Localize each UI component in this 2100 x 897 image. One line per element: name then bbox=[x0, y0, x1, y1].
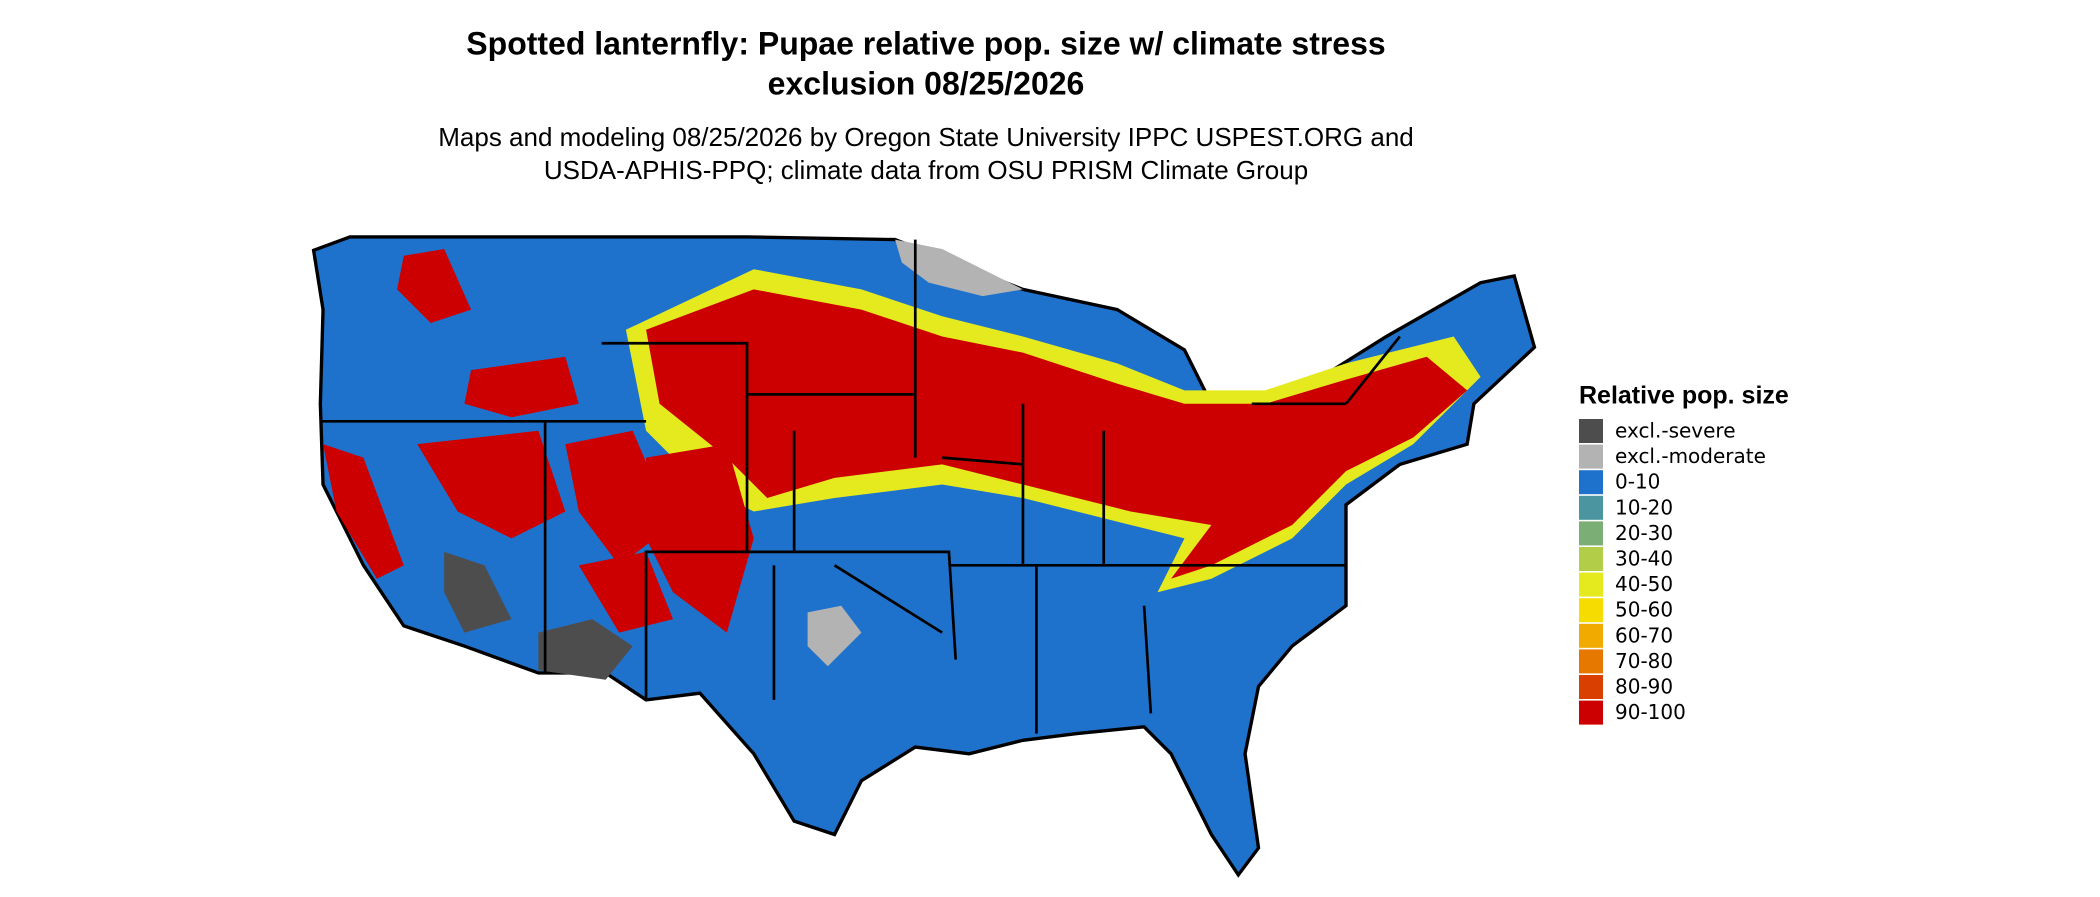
legend-swatch bbox=[1579, 572, 1603, 597]
subtitle: Maps and modeling 08/25/2026 by Oregon S… bbox=[438, 122, 1414, 152]
title: Spotted lanternfly: Pupae relative pop. … bbox=[466, 25, 1385, 61]
legend-label: 60-70 bbox=[1615, 623, 1673, 647]
red-west bbox=[323, 249, 754, 633]
legend-label: 90-100 bbox=[1615, 700, 1686, 724]
legend-label: 20-30 bbox=[1615, 521, 1673, 545]
excl-moderate bbox=[807, 239, 1023, 667]
legend-swatch bbox=[1579, 700, 1603, 725]
legend-label: excl.-severe bbox=[1615, 419, 1736, 443]
legend-swatch bbox=[1579, 675, 1603, 699]
legend-label: 30-40 bbox=[1615, 547, 1673, 571]
red-band bbox=[646, 289, 1468, 579]
legend-label: 50-60 bbox=[1615, 598, 1673, 622]
legend-swatch bbox=[1579, 495, 1603, 520]
legend-swatch bbox=[1579, 623, 1603, 648]
subtitle: USDA-APHIS-PPQ; climate data from OSU PR… bbox=[544, 155, 1308, 185]
legend: Relative pop. size excl.-severeexcl.-mod… bbox=[1579, 382, 1789, 725]
legend-label: 40-50 bbox=[1615, 572, 1673, 596]
legend-swatch bbox=[1579, 419, 1603, 443]
legend-swatch bbox=[1579, 470, 1603, 495]
state-borders bbox=[320, 239, 1401, 734]
legend-swatch bbox=[1579, 521, 1603, 546]
legend-label: 0-10 bbox=[1615, 470, 1660, 494]
legend-swatch bbox=[1579, 598, 1603, 623]
legend-swatch bbox=[1579, 547, 1603, 571]
legend-title: Relative pop. size bbox=[1579, 382, 1789, 410]
legend-swatch bbox=[1579, 444, 1603, 469]
title: exclusion 08/25/2026 bbox=[768, 65, 1085, 101]
legend-label: excl.-moderate bbox=[1615, 444, 1766, 468]
excl-severe bbox=[444, 551, 633, 680]
legend-label: 10-20 bbox=[1615, 495, 1673, 519]
legend-label: 70-80 bbox=[1615, 649, 1673, 673]
legend-swatch bbox=[1579, 649, 1603, 674]
legend-label: 80-90 bbox=[1615, 675, 1673, 699]
us-map bbox=[311, 235, 1537, 878]
